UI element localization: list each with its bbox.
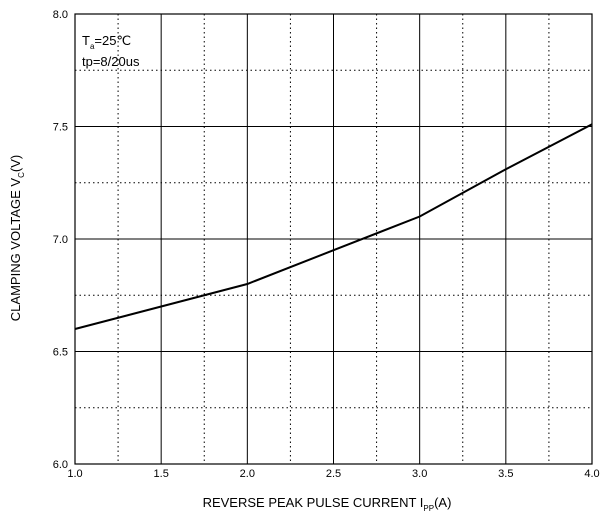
x-tick-label: 4.0 (584, 468, 599, 480)
annotation-temperature-main: T (82, 33, 90, 48)
x-axis-label-sub: PP (423, 504, 434, 513)
x-axis-label: REVERSE PEAK PULSE CURRENT IPP(A) (203, 495, 452, 513)
y-axis-label-unit: (V) (8, 155, 23, 172)
x-tick-label: 1.5 (154, 468, 169, 480)
series-line (74, 123, 593, 330)
x-tick-label: 1.0 (67, 468, 82, 480)
y-axis-label: CLAMPING VOLTAGE VC(V) (8, 155, 26, 321)
y-tick-labels: 6.0 6.5 7.0 7.5 8.0 (53, 9, 68, 471)
x-tick-label: 3.0 (412, 468, 427, 480)
annotation-pulse: tp=8/20us (82, 54, 140, 69)
annotation-temperature-rest: =25℃ (94, 33, 131, 48)
annotation-temperature-sub: a (90, 42, 95, 51)
y-tick-label: 7.5 (53, 122, 68, 134)
y-tick-label: 6.0 (53, 459, 68, 471)
y-tick-label: 7.0 (53, 234, 68, 246)
y-axis-label-sub: C (17, 172, 26, 178)
plot-frame (74, 13, 593, 465)
x-tick-labels: 1.0 1.5 2.0 2.5 3.0 3.5 4.0 (67, 468, 599, 480)
x-axis-label-unit: (A) (434, 495, 451, 510)
annotation-temperature: Ta=25℃ (82, 33, 131, 51)
y-tick-label: 8.0 (53, 9, 68, 21)
major-grid (75, 14, 592, 464)
x-tick-label: 3.5 (498, 468, 513, 480)
x-tick-label: 2.0 (240, 468, 255, 480)
y-axis-label-main: CLAMPING VOLTAGE V (8, 178, 23, 322)
x-tick-label: 2.5 (326, 468, 341, 480)
x-axis-label-main: REVERSE PEAK PULSE CURRENT I (203, 495, 424, 510)
y-tick-label: 6.5 (53, 347, 68, 359)
